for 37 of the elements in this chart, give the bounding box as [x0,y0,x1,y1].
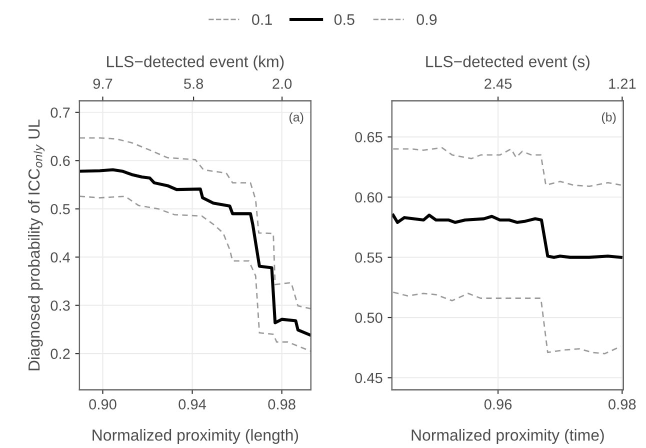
x-axis-title: Normalized proximity (time) [412,429,604,444]
y-tick-label: 0.3 [50,300,70,311]
x2-axis-title: LLS−detected event (km) [107,55,284,70]
line-series [79,137,311,310]
y-tick-label: 0.6 [50,156,70,166]
y-tick-label: 0.5 [50,204,70,214]
y-tick-label: 0.4 [50,252,70,263]
x-tick-label: 0.90 [89,399,116,410]
x2-tick-label: 5.8 [184,78,204,89]
x-tick-label: 0.94 [178,399,206,410]
y-tick-label: 0.45 [355,372,382,384]
x-axis-title: Normalized proximity (length) [92,429,298,444]
y-tick-label: 0.2 [50,348,70,360]
y-tick-label: 0.55 [355,252,382,263]
x-tick-label: 0.98 [268,399,296,410]
line-series [79,168,311,337]
y-tick-label: 0.50 [355,312,382,323]
x2-tick-label: 9.7 [93,78,112,89]
line-series [79,196,311,352]
x2-tick-label: 2.0 [272,78,292,89]
legend-label: 0.9 [416,14,437,25]
x2-tick-label: 2.45 [484,78,512,89]
x-tick-label: 0.96 [484,399,512,410]
y-tick-label: 0.65 [355,132,382,142]
x-tick-label: 0.98 [608,399,636,410]
line-series [392,147,622,187]
legend-label: 0.1 [252,14,272,25]
y-tick-label: 0.60 [355,192,382,203]
line-series [392,292,622,354]
legend-label: 0.5 [334,14,354,25]
annotation: (a) [289,112,304,124]
y-tick-label: 0.7 [50,107,70,118]
x2-axis-title: LLS−detected event (s) [426,55,590,70]
y-axis-title: Diagnosed probability of ICC$_{only}$ UL [28,120,45,370]
line-series [392,214,622,259]
x2-tick-label: 1.21 [609,78,636,89]
annotation: (b) [602,112,616,124]
